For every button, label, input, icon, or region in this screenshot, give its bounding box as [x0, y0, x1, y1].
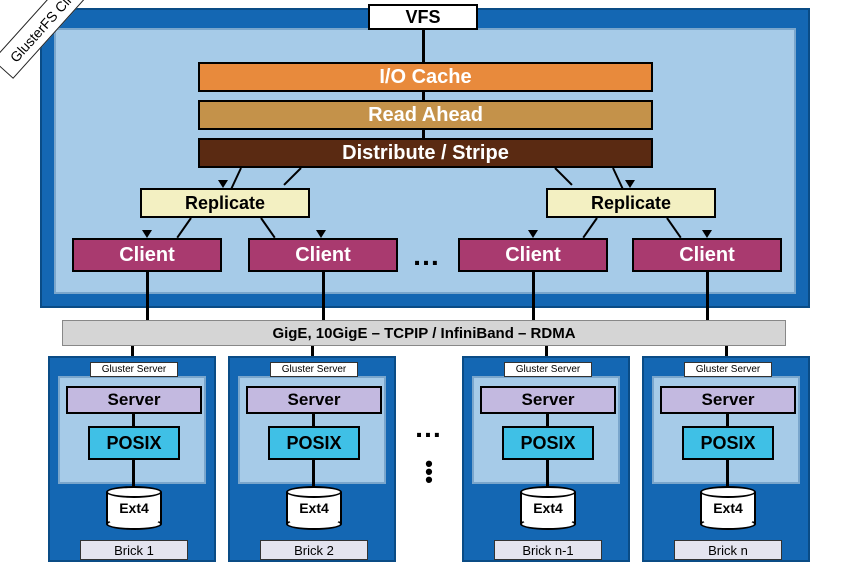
client-box-3: Client: [458, 238, 608, 272]
arrow-rep-r: [625, 180, 635, 188]
posix-box-2: POSIX: [268, 426, 360, 460]
connector-c2-net: [322, 272, 325, 320]
arrow-c4: [702, 230, 712, 238]
vfs-box: VFS: [368, 4, 478, 30]
brick-frame-3: Gluster Server Server POSIX Ext4 Brick n…: [462, 356, 630, 562]
server-box-2: Server: [246, 386, 382, 414]
connector-c3-net: [532, 272, 535, 320]
arrow-c1: [142, 230, 152, 238]
server-box-1: Server: [66, 386, 202, 414]
arrow-c2: [316, 230, 326, 238]
connector-iocache-readahead: [422, 92, 425, 100]
gluster-server-tab-3: Gluster Server: [504, 362, 592, 377]
connector-c1-net: [146, 272, 149, 320]
network-bar: GigE, 10GigE – TCPIP / InfiniBand – RDMA: [62, 320, 786, 346]
client-box-4: Client: [632, 238, 782, 272]
distribute-box: Distribute / Stripe: [198, 138, 653, 168]
ext4-label-4: Ext4: [700, 500, 756, 516]
brick-label-3: Brick n-1: [494, 540, 602, 560]
gluster-server-tab-2: Gluster Server: [270, 362, 358, 377]
gluster-server-tab-1: Gluster Server: [90, 362, 178, 377]
ext4-cylinder-3: Ext4: [520, 486, 576, 530]
posix-box-1: POSIX: [88, 426, 180, 460]
posix-box-4: POSIX: [682, 426, 774, 460]
brick-label-4: Brick n: [674, 540, 782, 560]
connector-c4-net: [706, 272, 709, 320]
server-box-3: Server: [480, 386, 616, 414]
connector-vfs-iocache: [422, 30, 425, 62]
replicate-right-box: Replicate: [546, 188, 716, 218]
brick-frame-1: Gluster Server Server POSIX Ext4 Brick 1: [48, 356, 216, 562]
ext4-label-3: Ext4: [520, 500, 576, 516]
connector-server-posix-4: [726, 414, 729, 426]
ext4-label-1: Ext4: [106, 500, 162, 516]
connector-posix-ext4-1: [132, 460, 135, 488]
connector-readahead-distribute: [422, 130, 425, 138]
posix-box-3: POSIX: [502, 426, 594, 460]
client-box-2: Client: [248, 238, 398, 272]
ext4-cylinder-4: Ext4: [700, 486, 756, 530]
connector-posix-ext4-2: [312, 460, 315, 488]
replicate-left-box: Replicate: [140, 188, 310, 218]
ext4-cylinder-2: Ext4: [286, 486, 342, 530]
client-box-1: Client: [72, 238, 222, 272]
brick-frame-2: Gluster Server Server POSIX Ext4 Brick 2: [228, 356, 396, 562]
arrow-rep-l: [218, 180, 228, 188]
ellipsis-clients: …: [412, 240, 444, 272]
server-box-4: Server: [660, 386, 796, 414]
ext4-cylinder-1: Ext4: [106, 486, 162, 530]
ext4-label-2: Ext4: [286, 500, 342, 516]
gluster-server-tab-4: Gluster Server: [684, 362, 772, 377]
iocache-box: I/O Cache: [198, 62, 653, 92]
connector-posix-ext4-3: [546, 460, 549, 488]
connector-server-posix-3: [546, 414, 549, 426]
diagram-stage: GlusterFS Client VFS I/O Cache Read Ahea…: [0, 0, 844, 563]
ellipsis-bricks-v: •••: [422, 460, 436, 484]
brick-label-2: Brick 2: [260, 540, 368, 560]
connector-posix-ext4-4: [726, 460, 729, 488]
connector-server-posix-2: [312, 414, 315, 426]
readahead-box: Read Ahead: [198, 100, 653, 130]
brick-label-1: Brick 1: [80, 540, 188, 560]
brick-frame-4: Gluster Server Server POSIX Ext4 Brick n: [642, 356, 810, 562]
arrow-c3: [528, 230, 538, 238]
ellipsis-bricks-h: …: [414, 412, 446, 444]
connector-server-posix-1: [132, 414, 135, 426]
